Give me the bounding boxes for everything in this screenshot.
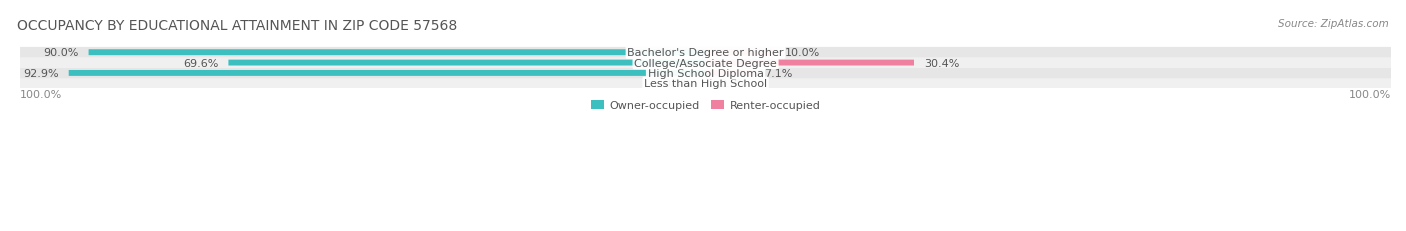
FancyBboxPatch shape — [706, 71, 754, 76]
FancyBboxPatch shape — [228, 60, 706, 66]
FancyBboxPatch shape — [20, 79, 1391, 89]
FancyBboxPatch shape — [20, 68, 1391, 79]
FancyBboxPatch shape — [706, 50, 775, 56]
FancyBboxPatch shape — [20, 48, 1391, 58]
Text: High School Diploma: High School Diploma — [648, 69, 763, 79]
FancyBboxPatch shape — [706, 60, 914, 66]
Legend: Owner-occupied, Renter-occupied: Owner-occupied, Renter-occupied — [586, 96, 825, 115]
Text: Source: ZipAtlas.com: Source: ZipAtlas.com — [1278, 18, 1389, 28]
Text: 10.0%: 10.0% — [785, 48, 820, 58]
Text: 92.9%: 92.9% — [22, 69, 59, 79]
Text: 30.4%: 30.4% — [924, 58, 959, 68]
Text: 7.1%: 7.1% — [765, 69, 793, 79]
Text: 100.0%: 100.0% — [20, 90, 62, 100]
Text: Bachelor's Degree or higher: Bachelor's Degree or higher — [627, 48, 783, 58]
Text: 0.0%: 0.0% — [720, 79, 748, 89]
Text: OCCUPANCY BY EDUCATIONAL ATTAINMENT IN ZIP CODE 57568: OCCUPANCY BY EDUCATIONAL ATTAINMENT IN Z… — [17, 18, 457, 32]
Text: 90.0%: 90.0% — [44, 48, 79, 58]
FancyBboxPatch shape — [20, 58, 1391, 69]
Text: 69.6%: 69.6% — [183, 58, 218, 68]
Text: Less than High School: Less than High School — [644, 79, 768, 89]
Text: 100.0%: 100.0% — [1348, 90, 1391, 100]
FancyBboxPatch shape — [69, 71, 706, 76]
FancyBboxPatch shape — [89, 50, 706, 56]
Text: College/Associate Degree: College/Associate Degree — [634, 58, 778, 68]
Text: 0.0%: 0.0% — [664, 79, 692, 89]
